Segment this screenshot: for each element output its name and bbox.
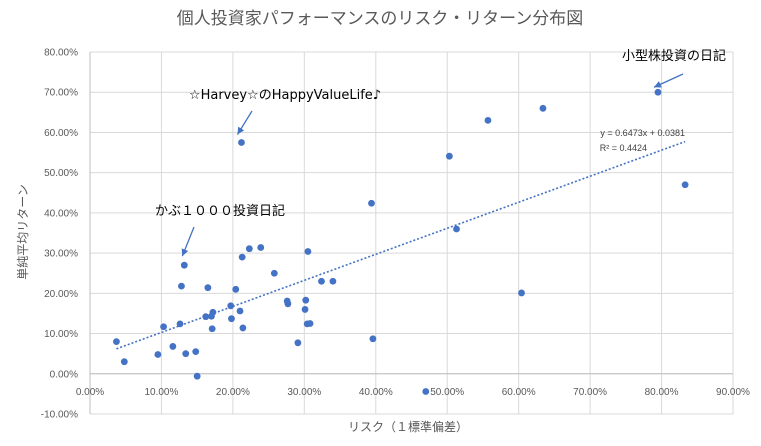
data-point bbox=[284, 300, 292, 308]
y-tick-label: 50.00% bbox=[44, 168, 78, 179]
data-point bbox=[182, 350, 190, 358]
data-point bbox=[245, 245, 253, 253]
data-point bbox=[209, 308, 217, 316]
y-tick-label: 60.00% bbox=[44, 128, 78, 139]
axes bbox=[89, 52, 733, 414]
trendline-equation: y = 0.6473x + 0.0381 bbox=[600, 128, 685, 138]
x-tick-label: 20.00% bbox=[216, 387, 250, 398]
data-point bbox=[193, 372, 201, 380]
x-tick-label: 10.00% bbox=[144, 387, 178, 398]
annotation-arrowhead bbox=[237, 126, 245, 135]
x-tick-label: 90.00% bbox=[716, 387, 750, 398]
annotation-arrowhead bbox=[181, 248, 189, 257]
y-axis-title: 単純平均リターン bbox=[16, 184, 30, 279]
data-point bbox=[202, 313, 210, 321]
data-point bbox=[306, 320, 314, 327]
data-points bbox=[113, 88, 689, 395]
x-tick-label: 50.00% bbox=[430, 387, 464, 398]
annotation-arrowhead bbox=[653, 81, 662, 88]
data-point bbox=[236, 307, 244, 315]
x-axis-title: リスク（１標準偏差） bbox=[348, 419, 468, 434]
data-point bbox=[238, 139, 245, 146]
y-tick-label: -10.00% bbox=[41, 410, 78, 421]
data-point bbox=[169, 343, 177, 350]
data-point bbox=[154, 351, 162, 358]
data-point bbox=[160, 323, 167, 331]
data-point bbox=[294, 339, 302, 347]
x-tick-label: 80.00% bbox=[645, 387, 679, 398]
data-point bbox=[178, 282, 185, 290]
chart-title: 個人投資家パフォーマンスのリスク・リターン分布図 bbox=[177, 9, 583, 29]
data-point bbox=[304, 248, 312, 255]
data-point bbox=[329, 277, 337, 285]
x-tick-label: 30.00% bbox=[287, 387, 321, 398]
data-point bbox=[539, 104, 547, 112]
data-point bbox=[238, 253, 246, 261]
y-tick-label: 40.00% bbox=[44, 208, 78, 219]
data-point bbox=[422, 388, 430, 395]
x-tick-label: 60.00% bbox=[502, 387, 536, 398]
data-point bbox=[204, 284, 212, 292]
data-point bbox=[232, 285, 240, 293]
data-point bbox=[445, 152, 453, 160]
tick-labels: -10.00% 0.00% 10.00% 20.00% 30.00% 40.00% 50.0… bbox=[41, 48, 750, 421]
y-tick-label: 10.00% bbox=[44, 329, 78, 340]
data-point bbox=[654, 88, 662, 96]
data-point bbox=[113, 338, 120, 345]
data-point bbox=[192, 348, 200, 356]
x-tick-label: 40.00% bbox=[359, 387, 393, 398]
annotations: 小型株投資の日記 ☆Harvey☆のHappyValueLife♪ かぶ１０００投資… bbox=[155, 48, 726, 257]
x-tick-label: 70.00% bbox=[573, 387, 607, 398]
data-point bbox=[484, 116, 492, 124]
y-tick-label: 70.00% bbox=[44, 88, 78, 99]
data-point bbox=[518, 289, 525, 297]
data-point bbox=[301, 306, 309, 313]
data-point bbox=[453, 225, 460, 233]
data-point bbox=[318, 277, 325, 285]
y-tick-label: 0.00% bbox=[50, 369, 78, 380]
data-point bbox=[681, 181, 689, 189]
data-point bbox=[176, 320, 184, 328]
data-point bbox=[227, 302, 235, 310]
data-point bbox=[239, 324, 247, 332]
y-tick-label: 30.00% bbox=[44, 249, 78, 260]
x-tick-label: 0.00% bbox=[76, 387, 104, 398]
annotation-label: かぶ１０００投資日記 bbox=[155, 203, 285, 219]
annotation-label: 小型株投資の日記 bbox=[622, 48, 726, 64]
data-point bbox=[228, 315, 235, 323]
data-point bbox=[257, 244, 265, 251]
y-tick-label: 80.00% bbox=[44, 48, 78, 59]
data-point bbox=[208, 325, 216, 333]
data-point bbox=[120, 358, 128, 366]
gridlines bbox=[89, 51, 734, 415]
data-point bbox=[270, 269, 278, 277]
data-point bbox=[302, 296, 310, 304]
data-point bbox=[369, 335, 377, 343]
annotation-label: ☆Harvey☆のHappyValueLife♪ bbox=[189, 88, 381, 103]
data-point bbox=[180, 261, 188, 269]
y-tick-label: 20.00% bbox=[44, 289, 78, 300]
data-point bbox=[368, 199, 375, 207]
trendline-r-squared: R² = 0.4424 bbox=[600, 143, 647, 153]
